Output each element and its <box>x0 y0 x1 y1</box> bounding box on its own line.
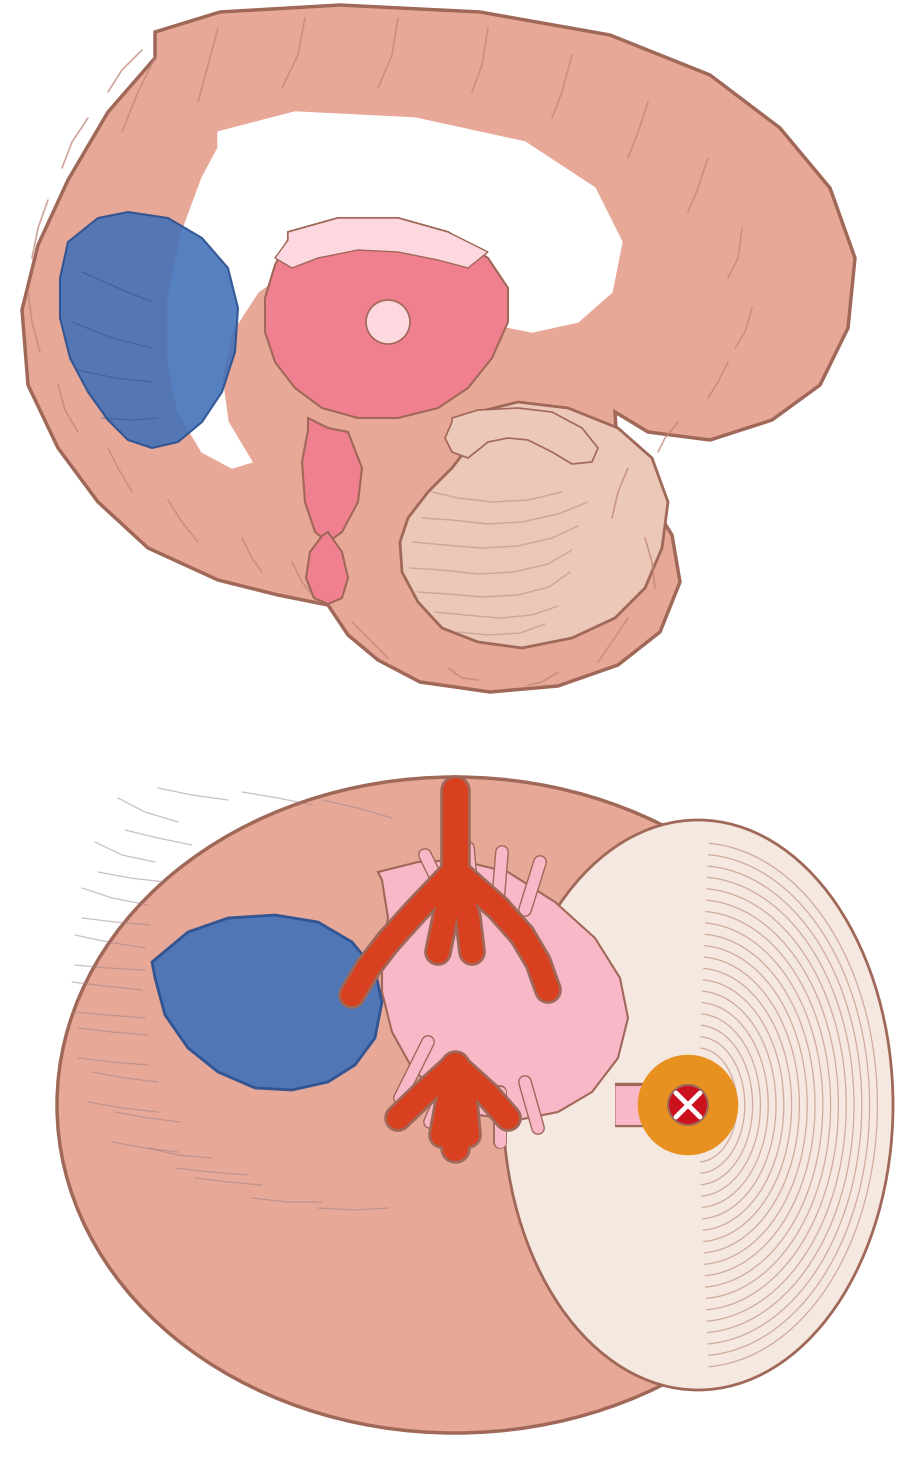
Polygon shape <box>306 532 348 604</box>
Polygon shape <box>378 860 628 1120</box>
Polygon shape <box>168 112 622 467</box>
Polygon shape <box>265 218 508 417</box>
Polygon shape <box>302 417 362 542</box>
Polygon shape <box>60 212 238 448</box>
Polygon shape <box>152 914 382 1089</box>
Polygon shape <box>22 4 855 692</box>
Ellipse shape <box>57 778 853 1433</box>
Polygon shape <box>275 218 488 268</box>
Ellipse shape <box>503 820 893 1391</box>
Polygon shape <box>445 409 598 465</box>
Circle shape <box>366 300 410 344</box>
Circle shape <box>668 1085 708 1125</box>
Polygon shape <box>400 401 668 648</box>
